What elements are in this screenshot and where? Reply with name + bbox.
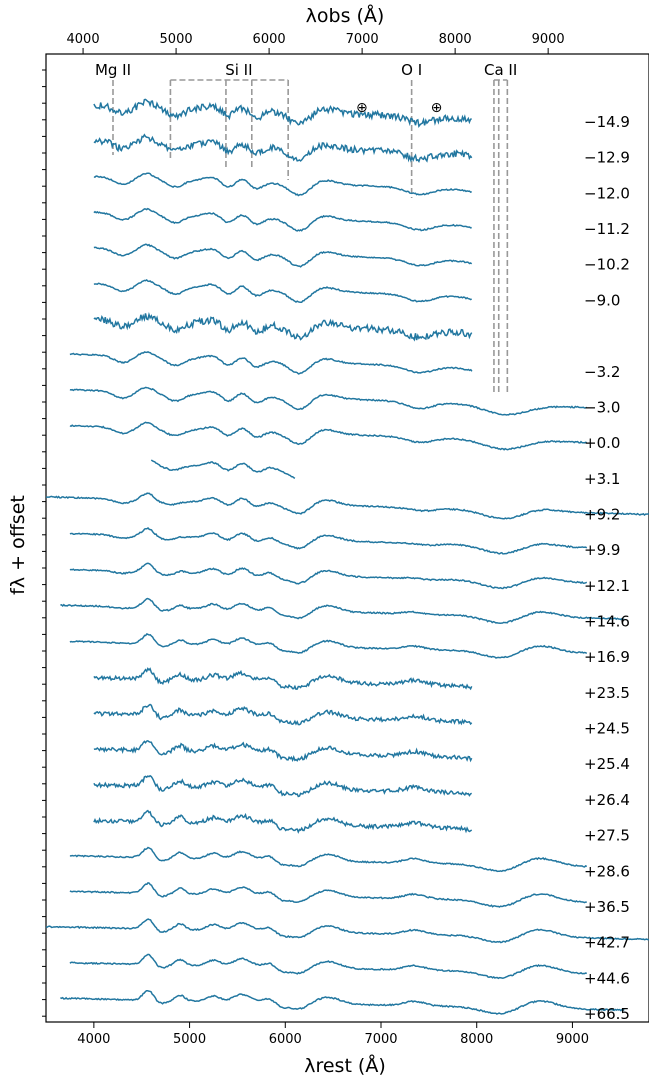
top-tick-label: 4000 [67, 32, 100, 47]
line-markers: Mg II Si II O I Ca II ⊕ ⊕ [95, 61, 517, 395]
telluric-symbol: ⊕ [356, 100, 368, 116]
phase-label: +25.4 [584, 755, 630, 773]
phase-labels: −14.9 −12.9 −12.0 −11.2 −10.2 −9.0 −3.2 −3.0 +0.… [584, 113, 630, 1023]
spectrum-line [93, 774, 473, 798]
spectrum-line [69, 386, 588, 416]
spectrum-line [69, 350, 473, 375]
phase-label: +24.5 [584, 720, 630, 738]
spectrum-line [69, 421, 588, 451]
phase-label: +27.5 [584, 827, 630, 845]
spectrum-line [93, 172, 472, 197]
phase-label: +44.6 [584, 969, 630, 987]
spectrum-line [93, 243, 473, 268]
phase-label: −3.2 [584, 363, 620, 381]
phase-label: +66.5 [584, 1005, 630, 1023]
spectrum-line [45, 492, 649, 520]
top-tick-label: 9000 [532, 32, 565, 47]
spectrum-line [93, 311, 473, 342]
phase-label: +3.1 [584, 470, 620, 488]
top-tick-label: 8000 [439, 32, 472, 47]
spectrum-line [93, 133, 473, 164]
bottom-tick-label: 8000 [460, 1032, 493, 1047]
spectrum-line [69, 562, 588, 590]
phase-label: +36.5 [584, 898, 630, 916]
bottom-tick-label: 5000 [173, 1032, 206, 1047]
top-tick-label: 5000 [160, 32, 193, 47]
plot-frame [45, 53, 649, 1023]
phase-label: −12.9 [584, 149, 630, 167]
spectra-series [45, 98, 649, 1015]
phase-label: −10.2 [584, 256, 630, 274]
phase-label: +0.0 [584, 434, 620, 452]
spectrum-line [93, 739, 473, 763]
spectrum-line [93, 279, 472, 304]
phase-label: +26.4 [584, 791, 630, 809]
phase-label: −11.2 [584, 220, 630, 238]
spectrum-line [93, 207, 472, 232]
bottom-tick-label: 9000 [556, 1032, 589, 1047]
phase-label: +28.6 [584, 862, 630, 880]
phase-label: +9.2 [584, 505, 620, 523]
top-tick-label: 7000 [346, 32, 379, 47]
spectrum-line [93, 98, 472, 128]
spectrum-line [69, 953, 587, 980]
phase-label: −9.0 [584, 291, 620, 309]
bottom-tick-label: 6000 [269, 1032, 302, 1047]
spectrum-line [69, 632, 588, 659]
phase-label: +12.1 [584, 577, 630, 595]
phase-label: −12.0 [584, 184, 630, 202]
spectrum-line [60, 597, 625, 624]
phase-label: +14.6 [584, 613, 630, 631]
spectrum-line [150, 459, 296, 479]
top-tick-label: 6000 [253, 32, 286, 47]
bottom-tick-label: 4000 [77, 1032, 110, 1047]
plot-axes: 4000 5000 6000 7000 8000 9000 4000 5000 6000 7000… [42, 32, 649, 1047]
phase-label: +9.9 [584, 541, 620, 559]
line-marker-label: Si II [225, 61, 252, 79]
y-axis-label: fλ + offset [7, 495, 29, 595]
spectrum-line [93, 703, 473, 726]
spectrum-line [69, 846, 588, 873]
top-axis-label: λobs (Å) [306, 4, 385, 27]
bottom-tick-label: 7000 [364, 1032, 397, 1047]
phase-label: −3.0 [584, 398, 620, 416]
phase-label: +42.7 [584, 934, 630, 952]
line-marker-label: Ca II [484, 61, 517, 79]
telluric-symbol: ⊕ [431, 100, 443, 116]
phase-label: +16.9 [584, 648, 630, 666]
spectrum-line [93, 667, 473, 691]
spectrum-line [69, 882, 587, 908]
bottom-axis-label: λrest (Å) [304, 1054, 386, 1077]
spectrum-line [60, 990, 625, 1015]
line-marker-label: Mg II [95, 61, 131, 79]
phase-label: −14.9 [584, 113, 630, 131]
phase-label: +23.5 [584, 684, 630, 702]
spectrum-line [69, 527, 588, 555]
spectrum-line [93, 809, 473, 834]
spectrum-line [45, 918, 649, 944]
line-marker-label: O I [401, 61, 422, 79]
